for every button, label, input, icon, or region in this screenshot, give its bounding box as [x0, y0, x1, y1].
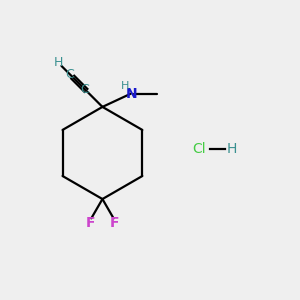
Text: H: H	[121, 81, 129, 91]
Text: H: H	[226, 142, 237, 155]
Text: H: H	[54, 56, 63, 69]
Text: Cl: Cl	[192, 142, 206, 155]
Text: C: C	[80, 83, 89, 96]
Text: N: N	[126, 87, 138, 101]
Text: C: C	[65, 68, 74, 81]
Text: F: F	[85, 216, 95, 230]
Text: F: F	[110, 216, 119, 230]
